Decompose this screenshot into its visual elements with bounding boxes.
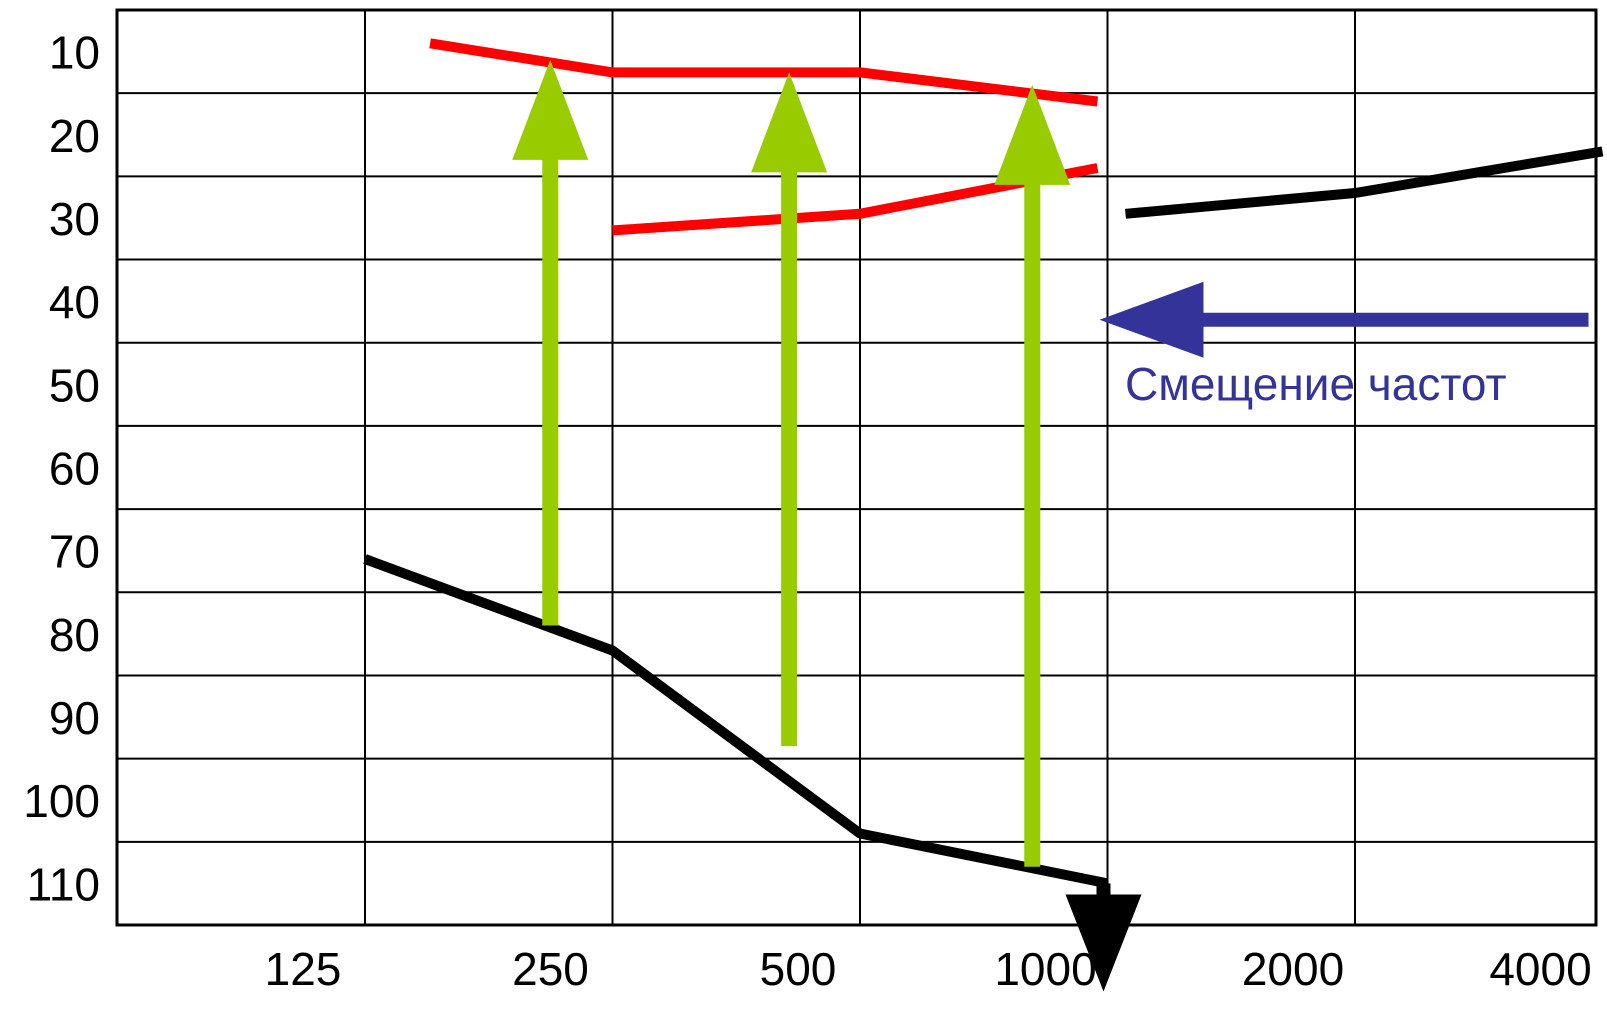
- up-arrow-head: [751, 72, 828, 173]
- x-tick-label: 4000: [1489, 943, 1591, 995]
- up-arrow-head: [994, 84, 1071, 185]
- series-line-1: [363, 554, 1109, 889]
- plot-frame: [115, 8, 1598, 927]
- y-tick-label: 80: [49, 609, 100, 661]
- y-axis-ticks: 10 20 30 40 50 60 70 80 90 100 110: [23, 27, 100, 911]
- y-tick-label: 40: [49, 276, 100, 328]
- down-arrow-head: [1065, 894, 1142, 992]
- y-tick-label: 60: [49, 443, 100, 495]
- y-tick-label: 100: [23, 775, 100, 827]
- x-tick-label: 250: [512, 943, 589, 995]
- x-tick-label: 2000: [1242, 943, 1344, 995]
- y-tick-label: 110: [27, 858, 100, 910]
- y-tick-label: 10: [49, 27, 100, 79]
- y-tick-label: 20: [49, 110, 100, 162]
- annotations: [512, 59, 1589, 992]
- up-arrow-head: [512, 59, 589, 160]
- y-tick-label: 50: [49, 359, 100, 411]
- x-axis-ticks: 125 250 500 1000 2000 4000: [265, 943, 1592, 995]
- shift-arrow-head: [1099, 281, 1204, 358]
- shift-label: Смещение частот: [1125, 358, 1507, 410]
- x-tick-label: 125: [265, 943, 342, 995]
- grid: [115, 8, 1598, 927]
- series-line-3: [429, 38, 1099, 107]
- y-tick-label: 90: [49, 692, 100, 744]
- x-tick-label: 500: [760, 943, 837, 995]
- y-tick-label: 30: [49, 193, 100, 245]
- series-line-2: [1125, 146, 1604, 219]
- y-tick-label: 70: [49, 526, 100, 578]
- x-tick-label: 1000: [994, 943, 1096, 995]
